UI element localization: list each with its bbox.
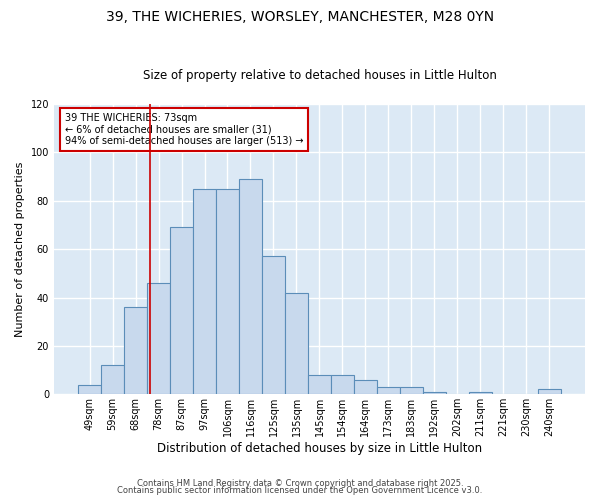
Bar (193, 188, 216, 394)
Bar (170, 228, 193, 394)
Bar (147, 283, 170, 395)
Bar (216, 188, 239, 394)
Bar (308, 375, 331, 394)
Bar (285, 292, 308, 394)
Text: 39 THE WICHERIES: 73sqm
← 6% of detached houses are smaller (31)
94% of semi-det: 39 THE WICHERIES: 73sqm ← 6% of detached… (65, 112, 303, 146)
Bar (400, 387, 423, 394)
Bar (78, 384, 101, 394)
Bar (377, 387, 400, 394)
Bar (262, 256, 285, 394)
X-axis label: Distribution of detached houses by size in Little Hulton: Distribution of detached houses by size … (157, 442, 482, 455)
Text: 39, THE WICHERIES, WORSLEY, MANCHESTER, M28 0YN: 39, THE WICHERIES, WORSLEY, MANCHESTER, … (106, 10, 494, 24)
Bar (101, 366, 124, 394)
Bar (538, 390, 561, 394)
Text: Contains public sector information licensed under the Open Government Licence v3: Contains public sector information licen… (118, 486, 482, 495)
Bar (239, 179, 262, 394)
Bar (469, 392, 492, 394)
Bar (354, 380, 377, 394)
Bar (124, 307, 147, 394)
Bar (423, 392, 446, 394)
Text: Contains HM Land Registry data © Crown copyright and database right 2025.: Contains HM Land Registry data © Crown c… (137, 478, 463, 488)
Title: Size of property relative to detached houses in Little Hulton: Size of property relative to detached ho… (143, 69, 496, 82)
Y-axis label: Number of detached properties: Number of detached properties (15, 162, 25, 337)
Bar (331, 375, 354, 394)
